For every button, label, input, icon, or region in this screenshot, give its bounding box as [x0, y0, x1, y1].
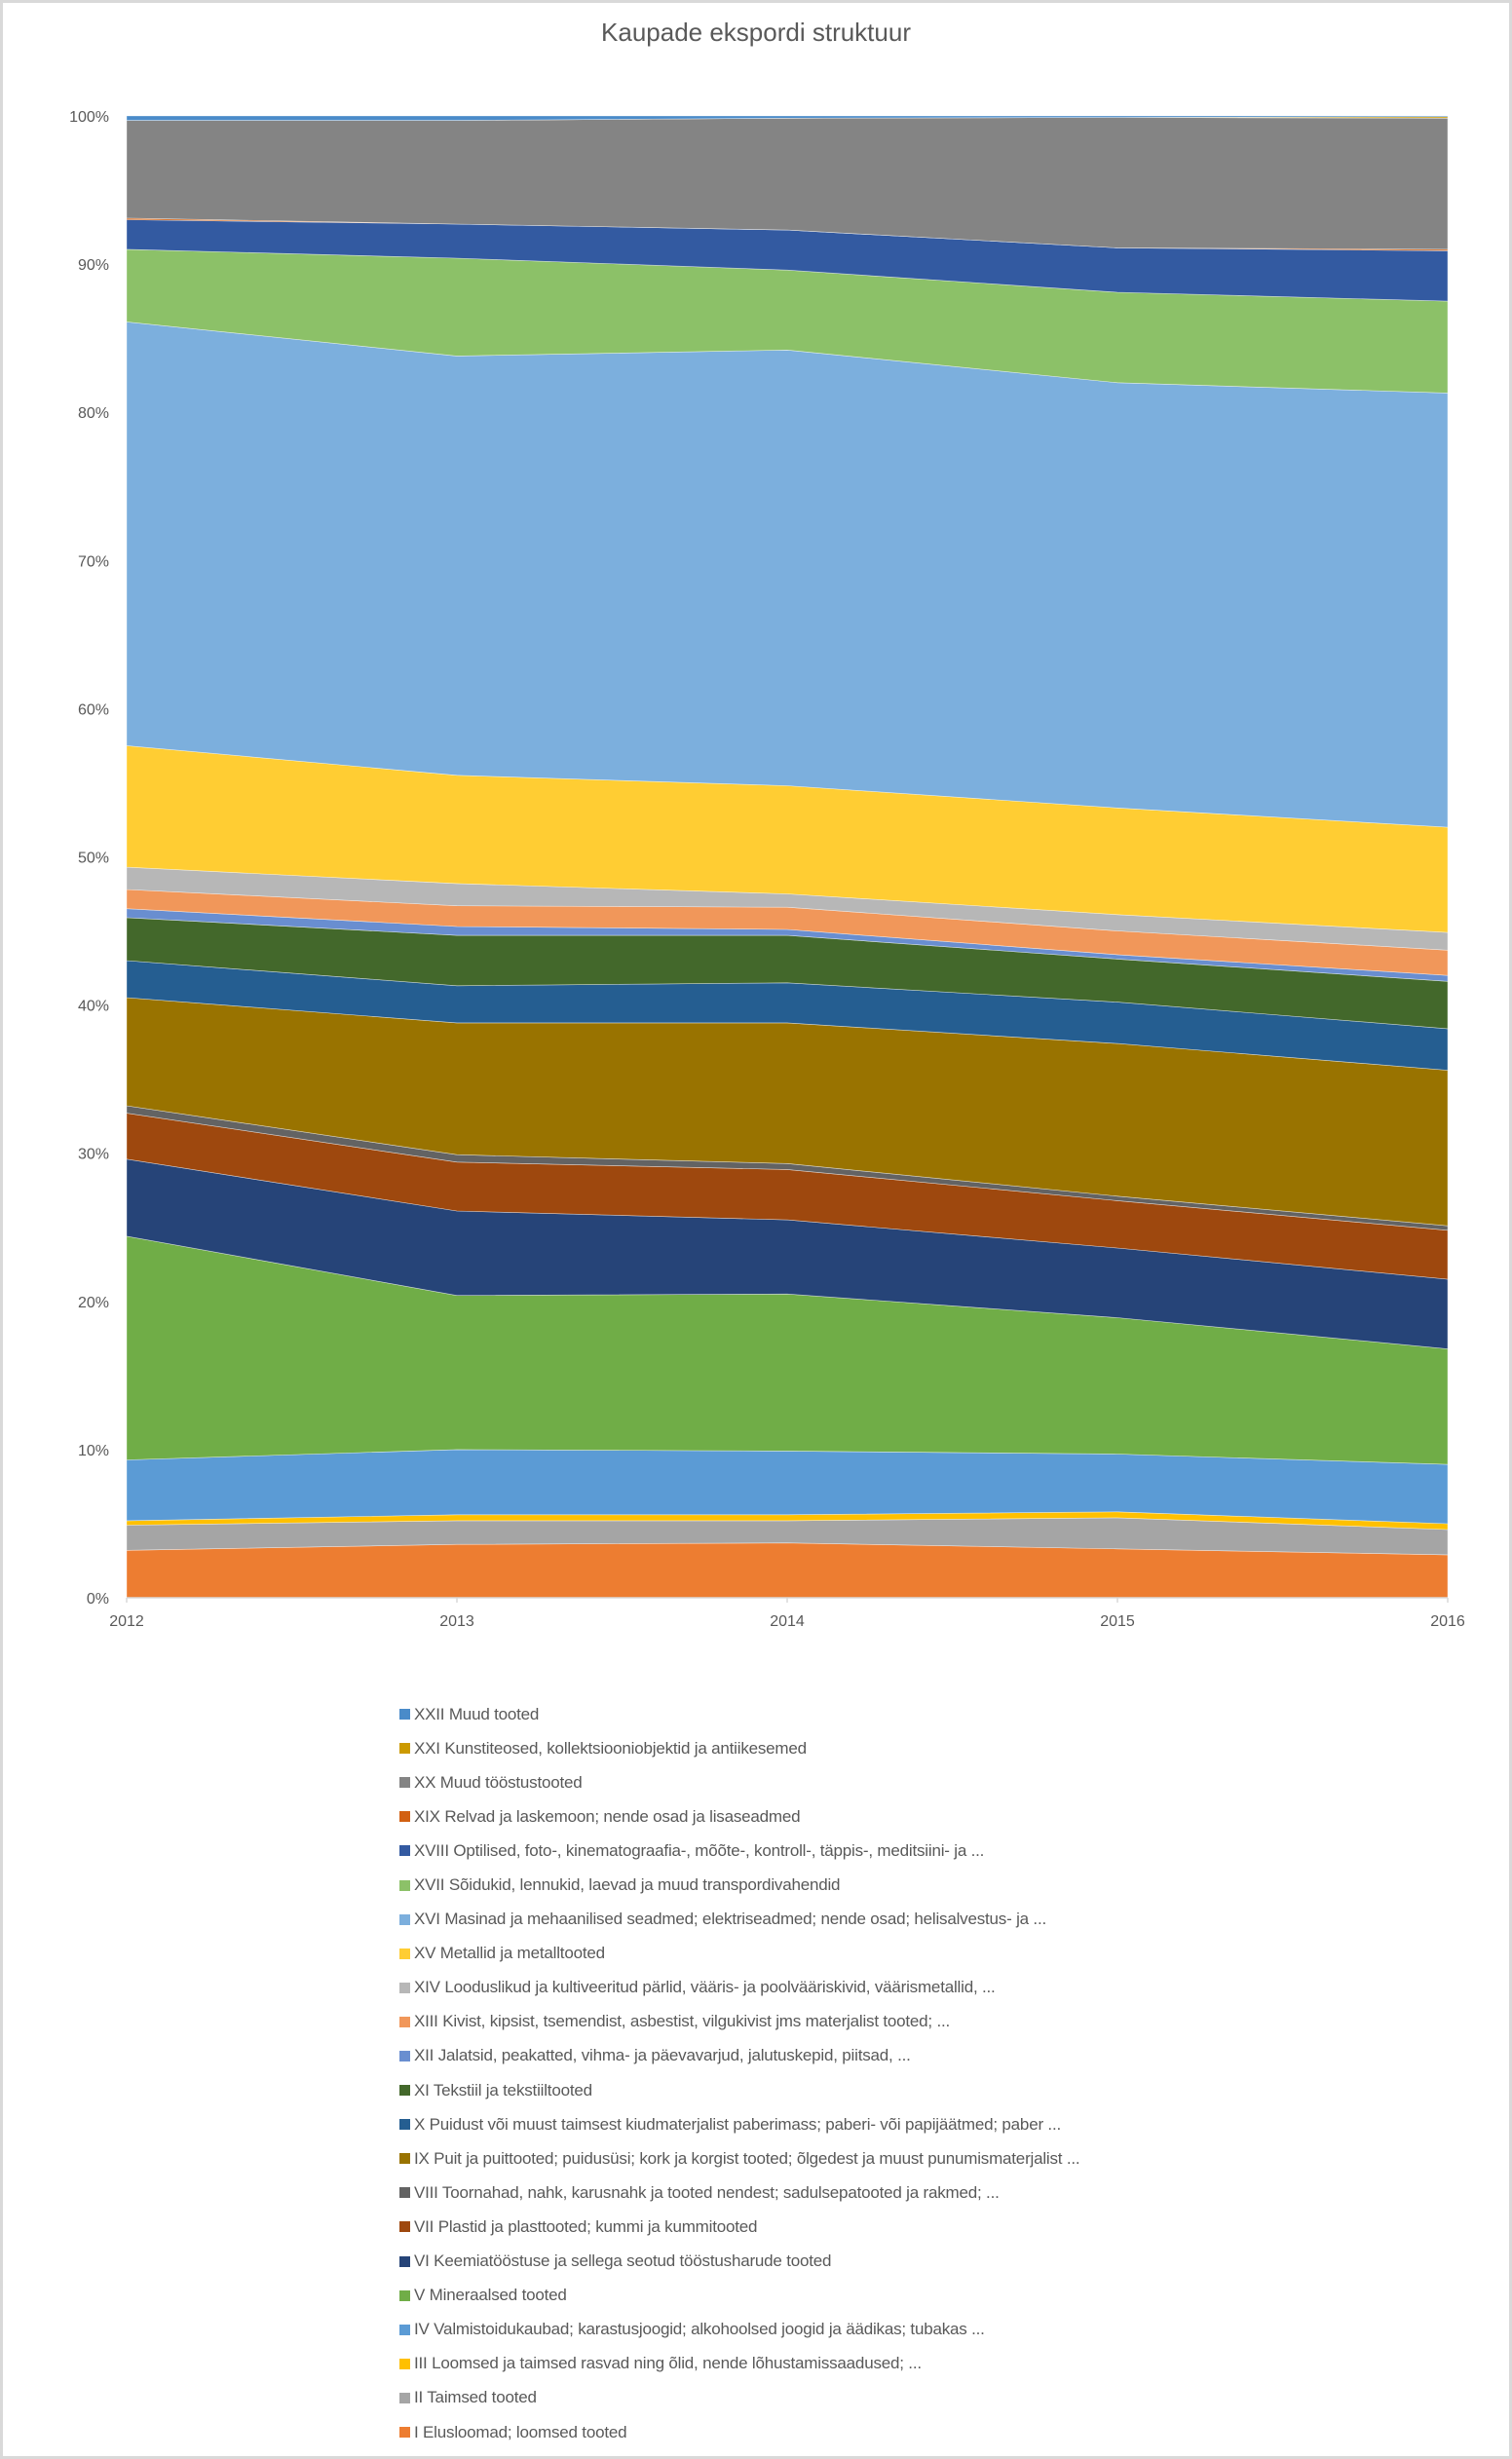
legend-swatch [399, 2050, 410, 2062]
legend-label: VI Keemiatööstuse ja sellega seotud töös… [414, 2251, 832, 2271]
legend-swatch [399, 2392, 410, 2403]
legend: XXII Muud tooted XXI Kunstiteosed, kollek… [399, 1697, 1080, 2449]
legend-swatch [399, 2255, 410, 2267]
legend-item: XI Tekstiil ja tekstiiltooted [399, 2073, 1079, 2107]
x-tick-label: 2013 [439, 1613, 474, 1630]
legend-item: XXII Muud tooted [399, 1697, 1079, 1731]
y-tick-label: 0% [87, 1591, 109, 1608]
legend-swatch [399, 2427, 410, 2439]
legend-item: XVII Sõidukid, lennukid, laevad ja muud … [399, 1868, 1079, 1902]
legend-label: V Mineraalsed tooted [414, 2286, 567, 2305]
legend-label: XI Tekstiil ja tekstiiltooted [414, 2080, 592, 2100]
legend-label: XVI Masinad ja mehaanilised seadmed; ele… [414, 1910, 1047, 1929]
area-series-16 [126, 322, 1449, 828]
legend-label: XIII Kivist, kipsist, tsemendist, asbest… [414, 2012, 951, 2031]
legend-label: X Puidust või muust taimsest kiudmaterja… [414, 2114, 1061, 2134]
y-tick-label: 80% [78, 405, 109, 422]
legend-swatch [399, 1709, 410, 1721]
legend-item: V Mineraalsed tooted [399, 2279, 1079, 2313]
x-tick-label: 2015 [1100, 1613, 1135, 1630]
stacked-area-chart: 2012 2013 2014 2015 2016 0% 10% 20% 30% 40% 50% 60… [69, 109, 1465, 1630]
legend-label: XIX Relvad ja laskemoon; nende osad ja l… [414, 1806, 801, 1826]
area-series-4 [126, 1449, 1449, 1525]
legend-swatch [399, 2289, 410, 2301]
legend-label: XVIII Optilised, foto-, kinematograafia-… [414, 1840, 985, 1860]
area-series-22 [126, 115, 1449, 121]
legend-swatch [399, 1982, 410, 1993]
legend-swatch [399, 1845, 410, 1857]
y-tick-label: 60% [78, 701, 109, 718]
y-tick-label: 100% [69, 109, 109, 126]
legend-swatch [399, 2324, 410, 2335]
legend-item: X Puidust või muust taimsest kiudmaterja… [399, 2107, 1079, 2141]
legend-item: XVIII Optilised, foto-, kinematograafia-… [399, 1834, 1079, 1868]
legend-label: VII Plastid ja plasttooted; kummi ja kum… [414, 2216, 758, 2236]
legend-item: XIX Relvad ja laskemoon; nende osad ja l… [399, 1799, 1079, 1834]
legend-label: XIV Looduslikud ja kultiveeritud pärlid,… [414, 1978, 996, 1997]
x-axis-ticks: 2012 2013 2014 2015 2016 [109, 1598, 1465, 1630]
legend-item: VII Plastid ja plasttooted; kummi ja kum… [399, 2210, 1079, 2244]
y-tick-label: 70% [78, 553, 109, 570]
legend-item: III Loomsed ja taimsed rasvad ning õlid,… [399, 2347, 1079, 2381]
legend-item: XV Metallid ja metalltooted [399, 1937, 1079, 1971]
y-tick-label: 30% [78, 1147, 109, 1163]
chart-title: Kaupade ekspordi struktuur [601, 18, 911, 47]
legend-swatch [399, 1743, 410, 1755]
legend-label: VIII Toornahad, nahk, karusnahk ja toote… [414, 2182, 1000, 2202]
legend-item: II Taimsed tooted [399, 2381, 1079, 2415]
legend-item: IX Puit ja puittooted; puidusüsi; kork j… [399, 2141, 1080, 2175]
area-series-group [126, 115, 1449, 1599]
legend-swatch [399, 2153, 410, 2165]
legend-swatch [399, 1777, 410, 1789]
legend-item: XX Muud tööstustooted [399, 1765, 1079, 1799]
legend-item: XVI Masinad ja mehaanilised seadmed; ele… [399, 1903, 1079, 1937]
x-tick-label: 2016 [1430, 1613, 1465, 1630]
legend-swatch [399, 2016, 410, 2027]
y-tick-label: 90% [78, 257, 109, 274]
legend-label: XVII Sõidukid, lennukid, laevad ja muud … [414, 1875, 841, 1895]
legend-swatch [399, 2119, 410, 2131]
legend-swatch [399, 2358, 410, 2369]
y-tick-label: 50% [78, 851, 109, 867]
legend-swatch [399, 1879, 410, 1891]
x-tick-label: 2014 [770, 1613, 805, 1630]
legend-label: XXII Muud tooted [414, 1704, 540, 1723]
legend-swatch [399, 1913, 410, 1925]
legend-item: IV Valmistoidukaubad; karastusjoogid; al… [399, 2313, 1079, 2347]
legend-swatch [399, 2221, 410, 2233]
y-axis-ticks: 0% 10% 20% 30% 40% 50% 60% 70% 80% 90% 100% [69, 109, 109, 1608]
legend-item: XIII Kivist, kipsist, tsemendist, asbest… [399, 2005, 1079, 2039]
y-tick-label: 20% [78, 1295, 109, 1311]
legend-item: VIII Toornahad, nahk, karusnahk ja toote… [399, 2175, 1079, 2210]
legend-label: XII Jalatsid, peakatted, vihma- ja päeva… [414, 2046, 911, 2065]
legend-swatch [399, 1811, 410, 1823]
legend-label: XXI Kunstiteosed, kollektsiooniobjektid … [414, 1738, 807, 1758]
legend-label: XV Metallid ja metalltooted [414, 1944, 605, 1963]
legend-label: IX Puit ja puittooted; puidusüsi; kork j… [414, 2148, 1080, 2168]
legend-item: VI Keemiatööstuse ja sellega seotud töös… [399, 2245, 1079, 2279]
y-tick-label: 10% [78, 1443, 109, 1459]
legend-item: XIV Looduslikud ja kultiveeritud pärlid,… [399, 1971, 1079, 2005]
legend-swatch [399, 2085, 410, 2097]
y-tick-label: 40% [78, 999, 109, 1015]
legend-label: I Elusloomad; loomsed tooted [414, 2422, 627, 2441]
legend-label: III Loomsed ja taimsed rasvad ning õlid,… [414, 2354, 922, 2373]
legend-item: XXI Kunstiteosed, kollektsiooniobjektid … [399, 1731, 1079, 1765]
legend-label: XX Muud tööstustooted [414, 1772, 583, 1792]
legend-label: II Taimsed tooted [414, 2388, 537, 2407]
legend-swatch [399, 2187, 410, 2199]
legend-label: IV Valmistoidukaubad; karastusjoogid; al… [414, 2320, 985, 2339]
legend-item: XII Jalatsid, peakatted, vihma- ja päeva… [399, 2039, 1079, 2073]
x-tick-label: 2012 [109, 1613, 144, 1630]
legend-swatch [399, 1948, 410, 1959]
legend-item: I Elusloomad; loomsed tooted [399, 2415, 1079, 2449]
